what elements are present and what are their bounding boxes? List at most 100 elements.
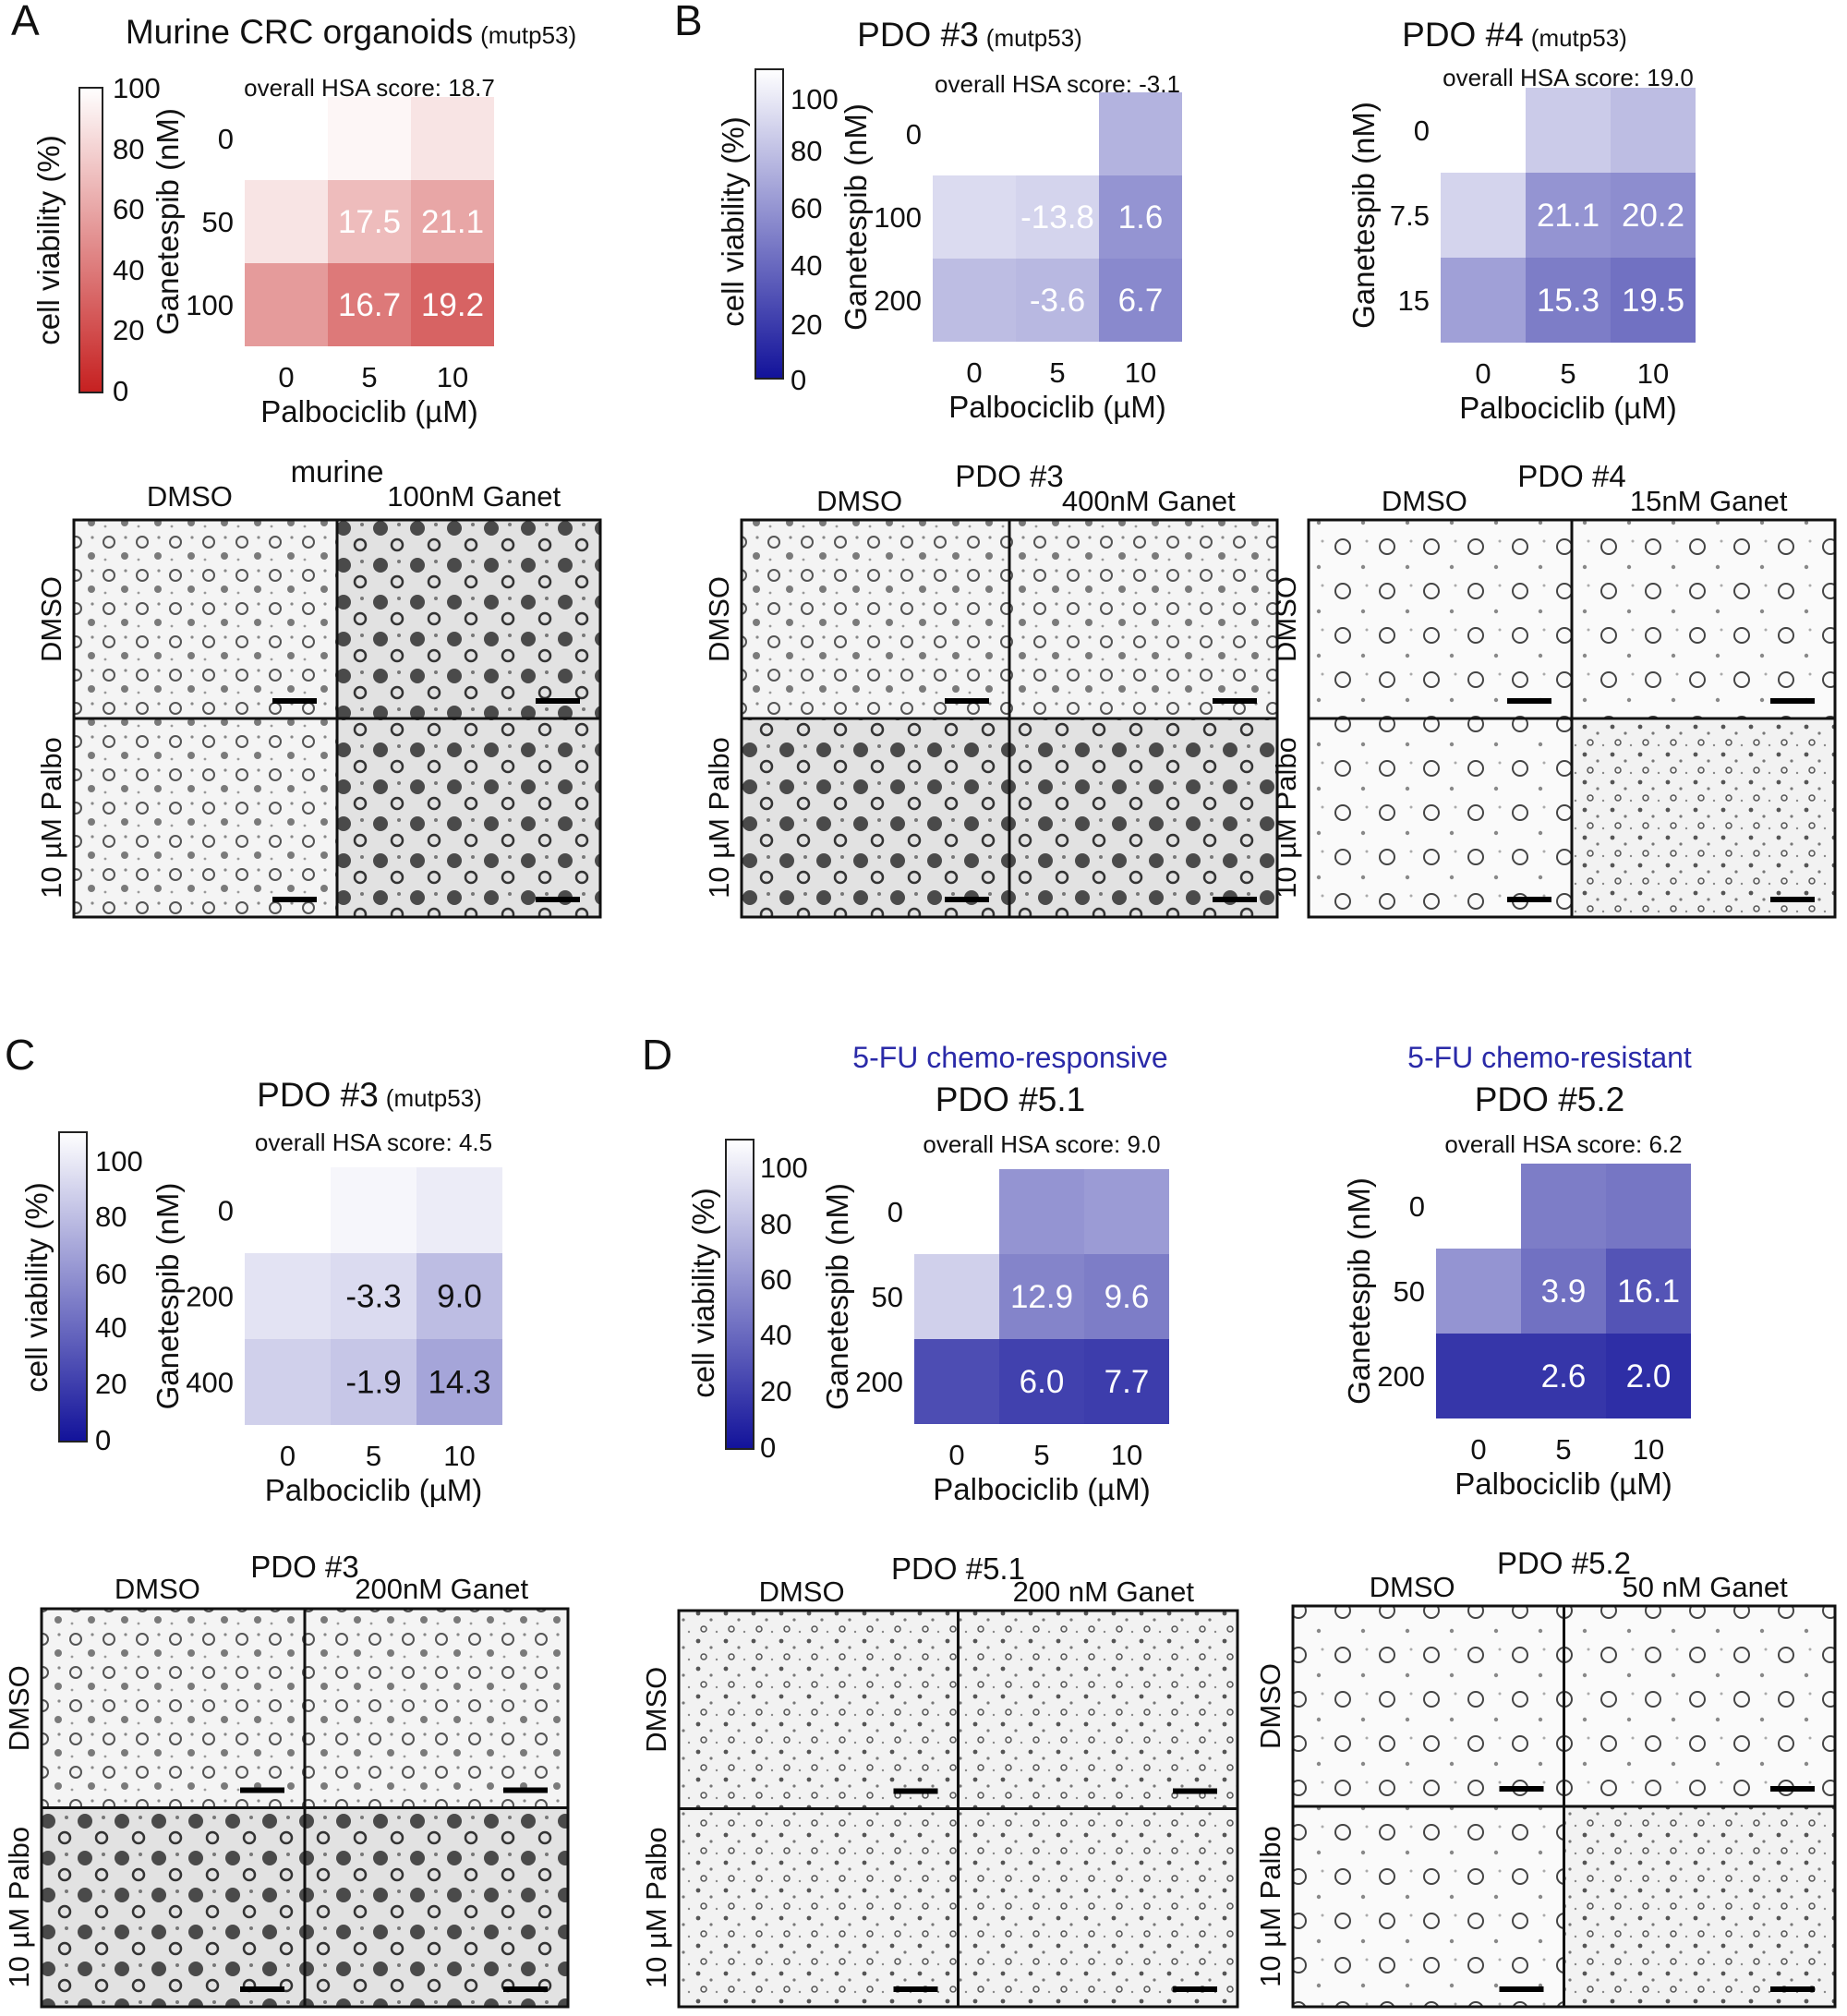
micrograph-image bbox=[1309, 718, 1572, 917]
heatmap-cell bbox=[1436, 1249, 1521, 1334]
heatmap-cell bbox=[1611, 258, 1696, 343]
micrograph-col-label: 400nM Ganet bbox=[1062, 485, 1236, 517]
heatmap-cell bbox=[245, 1253, 331, 1339]
y-tick-label: 0 bbox=[218, 1195, 234, 1227]
micrograph-image bbox=[305, 1807, 568, 2007]
heatmap-cell-score: 16.7 bbox=[338, 287, 401, 323]
micrograph-row-label: 10 µM Palbo bbox=[3, 1827, 35, 1988]
scale-bar bbox=[503, 1986, 548, 1992]
heatmap-cell bbox=[1099, 259, 1182, 342]
heatmap-c: PDO #3 (mutp53) overall HSA score: 4.5 -3.3… bbox=[151, 1076, 502, 1507]
heatmap-cell-score: 12.9 bbox=[1010, 1279, 1073, 1315]
colorbar-tick: 80 bbox=[113, 133, 144, 165]
micrograph-grid-c: PDO #3 DMSO 200nM Ganet DMSO 10 µM Palbo bbox=[3, 1550, 570, 2009]
y-tick-label: 0 bbox=[218, 123, 234, 155]
scale-bar bbox=[536, 897, 580, 902]
heatmap-title-sub: (mutp53) bbox=[986, 24, 1082, 52]
micrograph-row-label: DMSO bbox=[703, 576, 735, 662]
micrograph-image bbox=[42, 1609, 305, 1808]
micrograph-title: PDO #3 bbox=[955, 459, 1063, 493]
heatmap-title-main: PDO #5.2 bbox=[1475, 1080, 1624, 1118]
colorbar-tick: 40 bbox=[95, 1311, 127, 1344]
heatmap-cell bbox=[933, 92, 1016, 175]
x-axis-label: Palbociclib (µM) bbox=[948, 390, 1165, 424]
y-tick-label: 0 bbox=[1409, 1190, 1425, 1223]
x-tick-label: 5 bbox=[361, 361, 377, 393]
heatmap-cell bbox=[1526, 88, 1611, 173]
heatmap-title: PDO #3 (mutp53) bbox=[857, 16, 1082, 54]
micrograph-col-label: 15nM Ganet bbox=[1630, 485, 1788, 517]
colorbar-tick: 20 bbox=[760, 1375, 791, 1407]
heatmap-cell bbox=[1016, 92, 1099, 175]
micrograph-image bbox=[679, 1808, 959, 2007]
heatmap-cell-score: 2.0 bbox=[1626, 1358, 1672, 1394]
heatmap-cell bbox=[1099, 92, 1182, 175]
heatmap-cell bbox=[1084, 1169, 1169, 1254]
scale-bar bbox=[1213, 698, 1257, 704]
x-tick-label: 10 bbox=[443, 1440, 475, 1472]
micrograph-image bbox=[958, 1808, 1237, 2007]
heatmap-cell bbox=[1436, 1164, 1521, 1249]
micrograph-row-label: 10 µM Palbo bbox=[35, 737, 67, 899]
heatmap-cell bbox=[1441, 173, 1526, 258]
colorbar-tick: 100 bbox=[760, 1152, 808, 1184]
heatmap-cell bbox=[999, 1339, 1084, 1424]
colorbar-c: cell viability (%) 100 80 60 40 20 0 bbox=[19, 1131, 143, 1456]
heatmap-cell bbox=[1016, 175, 1099, 259]
colorbar-a: cell viability (%) 100 80 60 40 20 0 bbox=[31, 72, 161, 407]
micrograph-image bbox=[74, 520, 337, 718]
colorbar-tick: 80 bbox=[791, 135, 822, 167]
scale-bar bbox=[1770, 698, 1815, 704]
micrograph-col-label: DMSO bbox=[1370, 1571, 1455, 1603]
y-tick-label: 15 bbox=[1398, 284, 1430, 317]
heatmap-title-main: PDO #4 bbox=[1402, 16, 1524, 54]
scale-bar bbox=[240, 1986, 284, 1992]
colorbar-tick: 60 bbox=[791, 192, 822, 224]
heatmap-cell bbox=[245, 180, 328, 263]
y-tick-label: 200 bbox=[855, 1366, 903, 1398]
scale-bar bbox=[1173, 1788, 1217, 1794]
y-axis-label: Ganetespib (nM) bbox=[820, 1183, 854, 1410]
heatmap-title-main: Murine CRC organoids bbox=[126, 13, 473, 51]
heatmap-cell-score: -3.3 bbox=[345, 1279, 401, 1315]
heatmap-title-main: PDO #3 bbox=[857, 16, 979, 54]
micrograph-col-label: 200 nM Ganet bbox=[1013, 1575, 1195, 1608]
panel-label-b: B bbox=[674, 0, 703, 44]
hsa-score-text: overall HSA score: 4.5 bbox=[255, 1129, 492, 1156]
micrograph-image bbox=[742, 520, 1009, 718]
heatmap-cell bbox=[1099, 175, 1182, 259]
colorbar-d: cell viability (%) 100 80 60 40 20 0 bbox=[686, 1139, 808, 1464]
y-tick-label: 0 bbox=[887, 1196, 903, 1228]
micrograph-image bbox=[1563, 1806, 1835, 2007]
heatmap-cell-score: 20.2 bbox=[1622, 198, 1684, 234]
micrograph-image bbox=[1293, 1606, 1564, 1806]
micrograph-image bbox=[1009, 520, 1277, 718]
heatmap-title: PDO #5.2 bbox=[1475, 1080, 1624, 1118]
hsa-score-text: overall HSA score: 19.0 bbox=[1443, 64, 1694, 91]
colorbar-label: cell viability (%) bbox=[716, 116, 750, 326]
scale-bar bbox=[945, 897, 989, 902]
heatmap-cell-score: 9.0 bbox=[437, 1279, 482, 1315]
micrograph-title: PDO #5.1 bbox=[891, 1551, 1025, 1586]
scale-bar bbox=[1507, 698, 1551, 704]
micrograph-grid-d2: PDO #5.2 DMSO 50 nM Ganet DMSO 10 µM Palbo bbox=[1254, 1546, 1837, 2009]
colorbar-tick: 0 bbox=[95, 1424, 111, 1456]
heatmap-cell bbox=[999, 1254, 1084, 1339]
heatmap-cell bbox=[245, 97, 328, 180]
y-axis-label: Ganetespib (nM) bbox=[1342, 1177, 1376, 1405]
heatmap-cell bbox=[1606, 1334, 1691, 1418]
heatmap-cell-score: 7.7 bbox=[1105, 1364, 1150, 1400]
x-tick-label: 0 bbox=[278, 361, 294, 393]
heatmap-cell bbox=[331, 1253, 416, 1339]
y-tick-label: 0 bbox=[1414, 115, 1430, 147]
scale-bar bbox=[893, 1788, 938, 1794]
scale-bar bbox=[1770, 1786, 1815, 1792]
x-tick-label: 0 bbox=[280, 1440, 296, 1472]
heatmap-title-sub: (mutp53) bbox=[386, 1084, 482, 1112]
colorbar-label: cell viability (%) bbox=[19, 1182, 54, 1392]
heatmap-title: PDO #5.1 bbox=[936, 1080, 1085, 1118]
micrograph-image bbox=[1309, 520, 1572, 718]
micrograph-image bbox=[1293, 1806, 1564, 2007]
colorbar-tick: 0 bbox=[760, 1431, 776, 1464]
